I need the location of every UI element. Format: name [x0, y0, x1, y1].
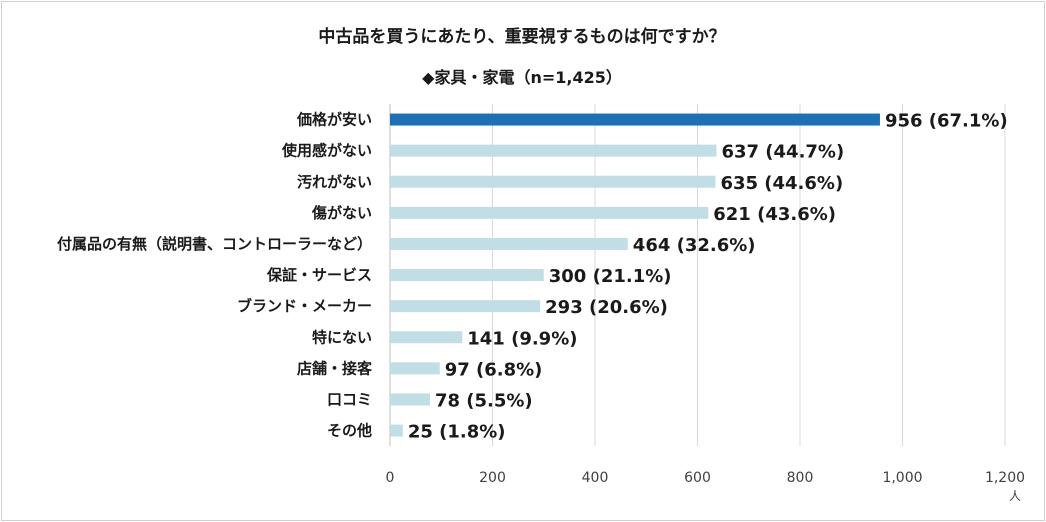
- data-label: 464 (32.6%): [633, 235, 756, 256]
- data-label: 956 (67.1%): [885, 111, 1008, 132]
- category-label: 価格が安い: [296, 111, 372, 129]
- x-tick-label: 400: [582, 470, 609, 486]
- category-label: ブランド・メーカー: [237, 297, 372, 315]
- data-label: 78 (5.5%): [435, 390, 533, 411]
- category-label: 汚れがない: [297, 173, 372, 191]
- x-tick-label: 0: [386, 470, 395, 486]
- bar: [390, 393, 430, 406]
- bar: [390, 113, 880, 126]
- x-unit-label: 人: [1009, 489, 1021, 503]
- x-tick-label: 600: [684, 470, 711, 486]
- bar: [390, 206, 709, 219]
- chart-subtitle: ◆家具・家電（n=1,425）: [422, 68, 622, 87]
- x-tick-label: 200: [479, 470, 506, 486]
- category-label: 店舗・接客: [297, 359, 373, 377]
- data-label: 635 (44.6%): [720, 173, 843, 194]
- data-label: 25 (1.8%): [408, 422, 506, 443]
- bar: [390, 144, 717, 157]
- category-label: その他: [327, 422, 372, 440]
- category-label: 付属品の有無（説明書、コントローラーなど）: [57, 235, 372, 253]
- data-label: 141 (9.9%): [467, 328, 577, 349]
- chart-title: 中古品を買うにあたり、重要視するものは何ですか？: [318, 27, 726, 47]
- bar: [390, 269, 544, 282]
- data-label: 637 (44.7%): [721, 142, 844, 163]
- x-tick-label: 1,200: [985, 470, 1025, 486]
- data-label: 293 (20.6%): [545, 297, 668, 318]
- data-label: 621 (43.6%): [713, 204, 836, 225]
- data-label: 300 (21.1%): [549, 266, 672, 287]
- category-label: 保証・サービス: [266, 266, 372, 284]
- category-label: 口コミ: [327, 390, 372, 408]
- data-label: 97 (6.8%): [445, 359, 543, 380]
- bar: [390, 237, 628, 250]
- x-tick-label: 800: [787, 470, 814, 486]
- category-label: 使用感がない: [281, 142, 372, 160]
- category-label: 傷がない: [311, 204, 372, 222]
- bar: [390, 362, 440, 375]
- bar: [390, 331, 463, 344]
- x-tick-label: 1,000: [882, 470, 922, 486]
- bar: [390, 424, 403, 437]
- category-label: 特にない: [312, 328, 372, 346]
- bar: [390, 300, 541, 313]
- bar: [390, 175, 716, 188]
